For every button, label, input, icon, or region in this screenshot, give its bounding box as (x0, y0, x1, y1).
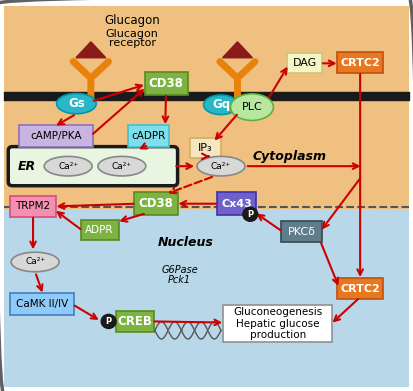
Text: P: P (247, 210, 253, 219)
Text: CaMK II/IV: CaMK II/IV (16, 299, 69, 309)
Text: TRPM2: TRPM2 (15, 201, 51, 212)
Polygon shape (223, 42, 252, 58)
Text: Pck1: Pck1 (168, 274, 191, 285)
Ellipse shape (44, 156, 92, 176)
Text: Gluconeogenesis
Hepatic glucose
production: Gluconeogenesis Hepatic glucose producti… (233, 307, 323, 340)
Text: PKCδ: PKCδ (287, 227, 316, 237)
FancyBboxPatch shape (287, 53, 322, 73)
FancyBboxPatch shape (337, 278, 383, 299)
Text: Gq: Gq (212, 98, 230, 111)
Text: Nucleus: Nucleus (158, 236, 214, 249)
FancyBboxPatch shape (10, 196, 56, 217)
FancyBboxPatch shape (19, 125, 93, 147)
FancyBboxPatch shape (4, 6, 409, 209)
Circle shape (243, 207, 258, 221)
FancyBboxPatch shape (217, 192, 256, 215)
FancyBboxPatch shape (116, 311, 154, 332)
Text: IP₃: IP₃ (198, 143, 213, 153)
Text: Cytoplasm: Cytoplasm (252, 150, 326, 163)
FancyBboxPatch shape (10, 293, 74, 315)
FancyBboxPatch shape (337, 52, 383, 73)
Ellipse shape (98, 156, 146, 176)
Ellipse shape (11, 252, 59, 272)
FancyBboxPatch shape (281, 221, 322, 242)
Text: PLC: PLC (242, 102, 262, 112)
Ellipse shape (204, 95, 238, 115)
Polygon shape (76, 42, 106, 58)
FancyBboxPatch shape (8, 147, 178, 186)
FancyBboxPatch shape (145, 72, 188, 95)
Circle shape (101, 314, 116, 328)
Text: cADPR: cADPR (132, 131, 166, 141)
Text: cAMP/PKA: cAMP/PKA (30, 131, 81, 141)
Text: Ca²⁺: Ca²⁺ (112, 161, 132, 171)
FancyBboxPatch shape (223, 305, 332, 342)
Text: CREB: CREB (117, 315, 152, 328)
Text: CD38: CD38 (149, 77, 184, 90)
Ellipse shape (57, 93, 96, 114)
Text: CD38: CD38 (138, 197, 173, 210)
Text: Ca²⁺: Ca²⁺ (211, 161, 231, 171)
Text: Ca²⁺: Ca²⁺ (25, 257, 45, 267)
FancyBboxPatch shape (81, 220, 119, 240)
FancyBboxPatch shape (4, 209, 409, 387)
Text: P: P (106, 317, 112, 326)
Text: ER: ER (18, 160, 36, 173)
Text: ADPR: ADPR (85, 225, 114, 235)
Text: Cx43: Cx43 (221, 199, 252, 209)
Text: G6Pase: G6Pase (161, 265, 198, 275)
Text: Ca²⁺: Ca²⁺ (58, 161, 78, 171)
Ellipse shape (230, 94, 273, 120)
Text: CRTC2: CRTC2 (340, 283, 380, 294)
FancyBboxPatch shape (134, 192, 178, 215)
Text: CRTC2: CRTC2 (340, 57, 380, 68)
Text: receptor: receptor (109, 38, 156, 48)
Text: DAG: DAG (292, 58, 317, 68)
Text: Glucagon: Glucagon (104, 14, 160, 27)
FancyBboxPatch shape (190, 138, 221, 158)
Text: Glucagon: Glucagon (106, 29, 159, 39)
Text: Gs: Gs (68, 97, 85, 110)
Ellipse shape (197, 156, 245, 176)
FancyBboxPatch shape (128, 125, 169, 147)
